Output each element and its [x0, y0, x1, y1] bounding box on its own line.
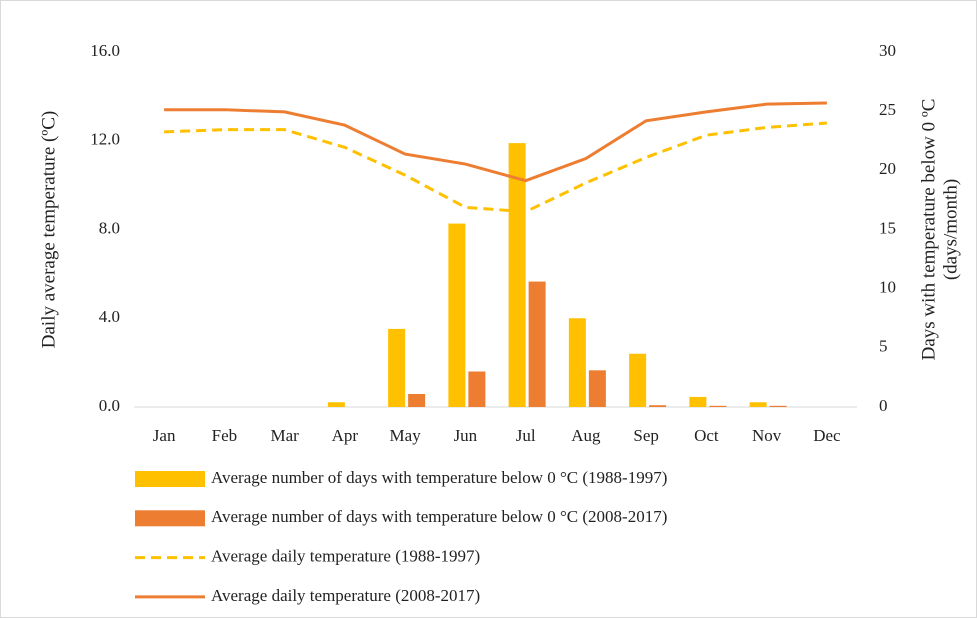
- x-tick-label: Jul: [516, 426, 536, 445]
- y2-axis-title: (days/month): [940, 179, 961, 280]
- bar: [508, 143, 526, 407]
- x-tick-label: Jun: [454, 426, 478, 445]
- bar: [327, 402, 345, 407]
- y2-tick-label: 5: [879, 337, 888, 356]
- bar: [689, 396, 707, 407]
- bar: [769, 405, 787, 407]
- bar: [468, 371, 486, 407]
- x-tick-label: Mar: [270, 426, 299, 445]
- x-tick-label: Aug: [571, 426, 601, 445]
- bar: [408, 393, 426, 407]
- bar: [568, 318, 586, 407]
- x-tick-label: Dec: [813, 426, 841, 445]
- x-tick-label: Oct: [694, 426, 719, 445]
- y2-tick-label: 10: [879, 278, 896, 297]
- bar: [629, 353, 647, 407]
- x-tick-label: Apr: [332, 426, 359, 445]
- legend-label: Average daily temperature (2008-2017): [211, 586, 480, 605]
- line: [164, 121, 827, 214]
- y-tick-label: 12.0: [90, 130, 120, 149]
- bar: [588, 370, 606, 407]
- legend-label: Average number of days with temperature …: [211, 507, 667, 526]
- y2-tick-label: 25: [879, 100, 896, 119]
- bar: [448, 223, 466, 407]
- y-tick-label: 8.0: [99, 218, 120, 237]
- y2-tick-label: 20: [879, 159, 896, 178]
- y-tick-label: 4.0: [99, 307, 120, 326]
- y-axis-title: Daily average temperature (ºC): [38, 111, 59, 348]
- bar: [388, 328, 406, 407]
- bar: [749, 402, 767, 407]
- x-tick-label: Jan: [153, 426, 176, 445]
- legend-swatch: [135, 471, 205, 487]
- x-tick-label: May: [390, 426, 422, 445]
- x-tick-label: Nov: [752, 426, 782, 445]
- x-tick-label: Feb: [212, 426, 238, 445]
- y-tick-label: 16.0: [90, 41, 120, 60]
- bar: [528, 281, 546, 407]
- y2-tick-label: 0: [879, 396, 888, 415]
- y2-tick-label: 30: [879, 41, 896, 60]
- legend-swatch: [135, 510, 205, 527]
- legend-label: Average number of days with temperature …: [211, 468, 667, 487]
- y2-axis-title: Days with temperature below 0 ºC: [918, 99, 939, 361]
- legend-label: Average daily temperature (1988-1997): [211, 547, 480, 566]
- line: [164, 101, 827, 183]
- y2-tick-label: 15: [879, 218, 896, 237]
- bar: [709, 405, 727, 407]
- bar: [649, 405, 667, 407]
- x-tick-label: Sep: [633, 426, 659, 445]
- y-tick-label: 0.0: [99, 396, 120, 415]
